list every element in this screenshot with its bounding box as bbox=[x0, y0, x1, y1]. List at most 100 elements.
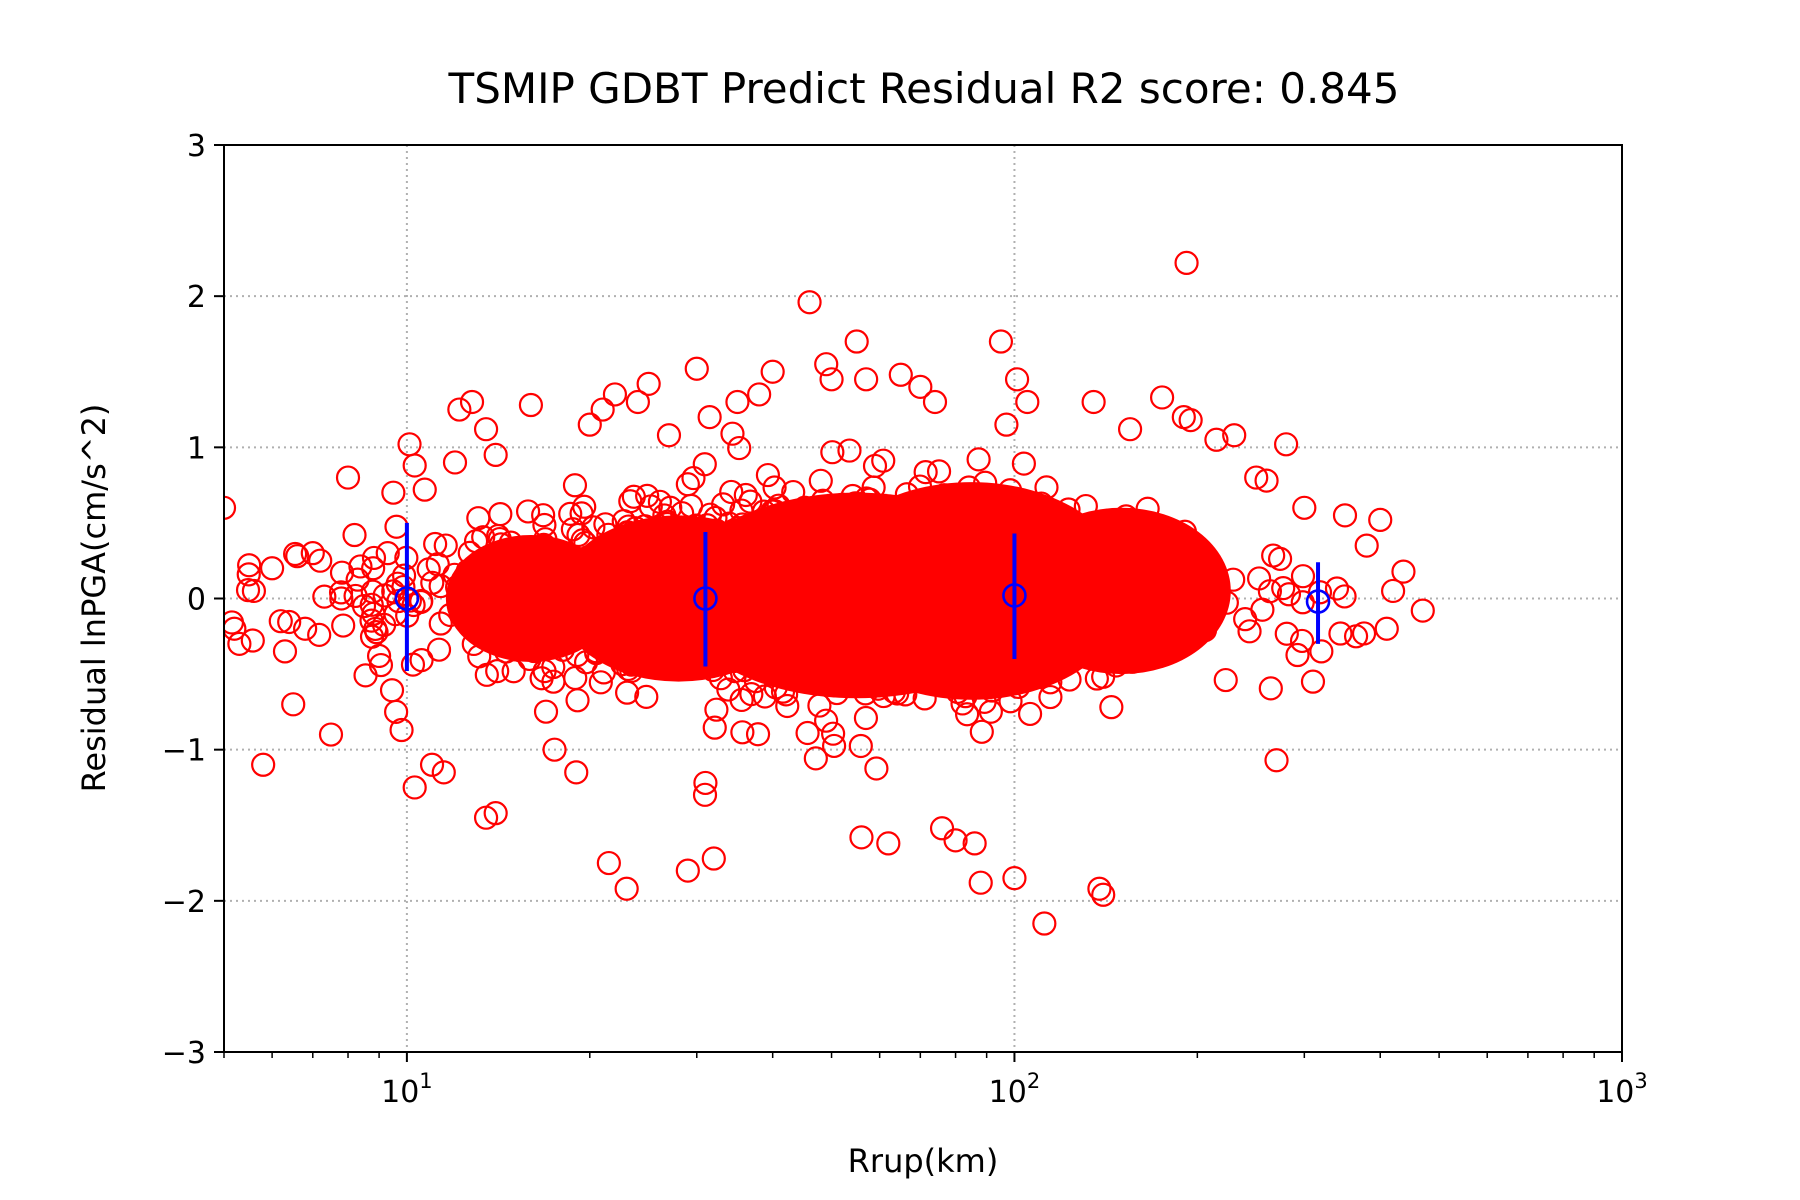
scatter-point bbox=[766, 493, 791, 518]
y-tick-label: 0 bbox=[187, 583, 206, 618]
scatter-point bbox=[752, 684, 778, 709]
scatter-point bbox=[1102, 598, 1127, 623]
scatter-point bbox=[573, 650, 599, 675]
scatter-point bbox=[763, 633, 789, 658]
scatter-point bbox=[819, 367, 844, 392]
scatter-point bbox=[654, 650, 679, 675]
scatter-point bbox=[351, 593, 377, 619]
scatter-point bbox=[1285, 642, 1310, 668]
scatter-point bbox=[811, 576, 836, 601]
scatter-point bbox=[752, 559, 777, 584]
scatter-point bbox=[1343, 624, 1369, 649]
scatter-point bbox=[543, 539, 569, 564]
scatter-point bbox=[703, 505, 728, 531]
scatter-point bbox=[433, 533, 458, 558]
chart-title: TSMIP GDBT Predict Residual R2 score: 0.… bbox=[448, 64, 1400, 113]
scatter-point bbox=[1120, 583, 1145, 609]
scatter-point bbox=[978, 699, 1003, 724]
scatter-point bbox=[1004, 367, 1030, 392]
scatter-point bbox=[1214, 590, 1239, 615]
scatter-point bbox=[591, 551, 616, 576]
scatter-point bbox=[701, 846, 726, 871]
scatter-point bbox=[1309, 639, 1334, 664]
scatter-point bbox=[1391, 559, 1416, 584]
scatter-point bbox=[1139, 602, 1164, 627]
scatter-point bbox=[577, 590, 602, 615]
scatter-point bbox=[809, 606, 834, 631]
scatter-point bbox=[1178, 408, 1203, 433]
scatter-point bbox=[617, 620, 642, 645]
scatter-point bbox=[381, 480, 406, 505]
scatter-point bbox=[977, 607, 1002, 632]
scatter-point bbox=[585, 562, 610, 588]
scatter-point bbox=[972, 550, 997, 576]
x-tick-label: 102 bbox=[989, 1069, 1041, 1110]
scatter-point bbox=[455, 558, 480, 584]
scatter-point bbox=[400, 652, 426, 677]
scatter-point bbox=[618, 588, 643, 613]
scatter-point bbox=[702, 715, 727, 740]
scatter-point bbox=[379, 678, 405, 703]
scatter-point bbox=[647, 600, 672, 625]
scatter-point bbox=[533, 699, 559, 724]
scatter-point bbox=[762, 475, 787, 500]
scatter-point bbox=[501, 659, 526, 684]
scatter-point bbox=[532, 512, 557, 538]
scatter-point bbox=[384, 699, 409, 724]
scatter-point bbox=[770, 679, 796, 704]
scatter-point bbox=[563, 665, 588, 691]
scatter-point bbox=[943, 828, 968, 853]
x-axis-label: Rrup(km) bbox=[848, 1142, 999, 1180]
scatter-point bbox=[1292, 495, 1317, 520]
scatter-point bbox=[1132, 561, 1157, 586]
scatter-point bbox=[929, 816, 955, 841]
scatter-point bbox=[518, 392, 544, 418]
scatter-point bbox=[875, 543, 900, 568]
scatter-point bbox=[366, 643, 392, 669]
y-tick-label: −2 bbox=[162, 885, 206, 920]
scatter-point bbox=[307, 622, 332, 647]
scatter-point bbox=[800, 636, 825, 661]
scatter-point bbox=[1005, 663, 1030, 688]
scatter-point bbox=[783, 630, 808, 656]
y-tick-label: 3 bbox=[187, 129, 206, 164]
scatter-point bbox=[528, 634, 553, 660]
scatter-point bbox=[459, 389, 485, 415]
scatter-point bbox=[1381, 578, 1406, 604]
scatter-point bbox=[457, 540, 482, 566]
scatter-point bbox=[984, 583, 1009, 608]
scatter-point bbox=[727, 435, 752, 461]
scatter-point bbox=[656, 423, 682, 448]
scatter-point bbox=[402, 775, 427, 800]
scatter-point bbox=[364, 620, 389, 645]
scatter-point bbox=[504, 594, 529, 619]
scatter-point bbox=[875, 640, 900, 665]
scatter-point bbox=[1274, 621, 1299, 646]
scatter-point bbox=[1020, 530, 1045, 555]
scatter-point bbox=[596, 522, 621, 547]
binned-mean-errorbars bbox=[394, 522, 1331, 672]
scatter-point bbox=[1354, 533, 1379, 558]
scatter-point bbox=[260, 556, 285, 581]
scatter-point bbox=[621, 484, 646, 509]
scatter-point bbox=[391, 574, 416, 600]
scatter-point bbox=[820, 440, 845, 465]
scatter-point bbox=[698, 530, 723, 555]
scatter-point bbox=[817, 539, 842, 564]
scatter-point bbox=[885, 681, 910, 706]
scatter-point bbox=[361, 545, 387, 571]
scatter-point bbox=[984, 620, 1009, 645]
y-tick-label: 1 bbox=[187, 431, 206, 466]
scatter-point bbox=[854, 648, 879, 674]
scatter-point bbox=[488, 532, 514, 557]
scatter-point bbox=[1101, 510, 1126, 536]
scatter-point bbox=[419, 752, 445, 777]
scatter-point bbox=[781, 513, 806, 538]
scatter-point bbox=[926, 459, 952, 484]
scatter-point bbox=[1014, 648, 1039, 673]
scatter-point bbox=[1300, 669, 1326, 694]
scatter-point bbox=[692, 452, 717, 477]
x-tick-base: 10 bbox=[381, 1075, 419, 1110]
scatter-point bbox=[624, 594, 649, 620]
y-axis-label: Residual lnPGA(cm/s^2) bbox=[75, 404, 113, 793]
